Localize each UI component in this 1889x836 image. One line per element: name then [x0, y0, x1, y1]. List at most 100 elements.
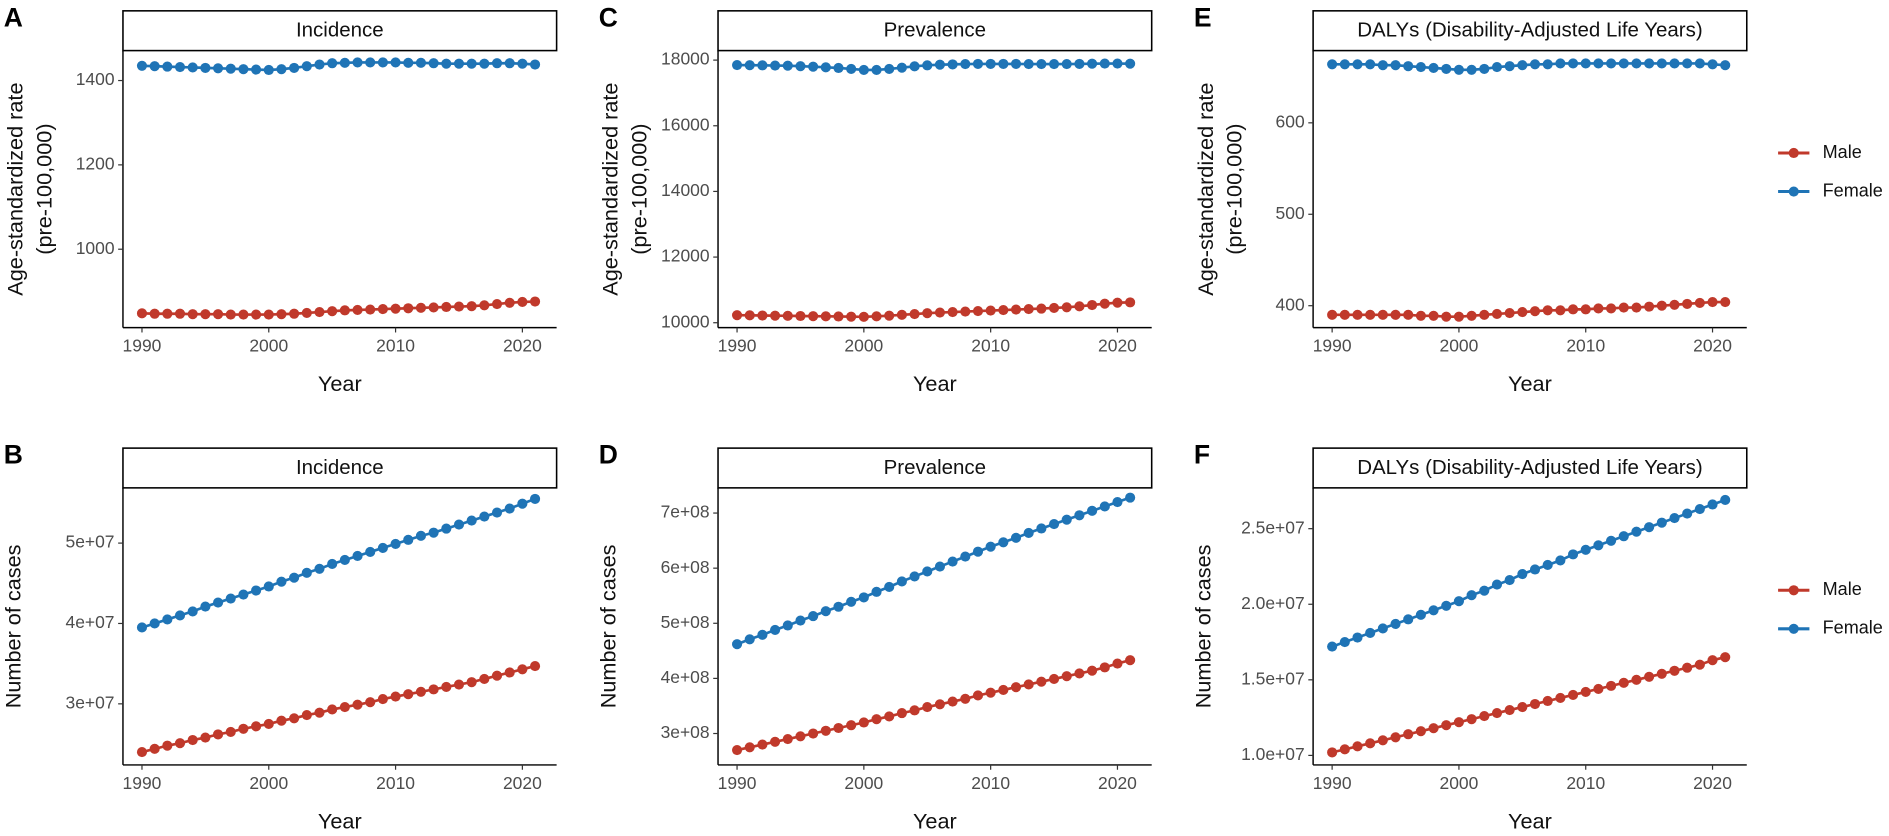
data-point [1352, 741, 1363, 752]
data-point [1491, 61, 1503, 73]
data-point [1694, 659, 1705, 670]
data-point [922, 566, 933, 577]
strip-title: DALYs (Disability-Adjusted Life Years) [1357, 19, 1702, 42]
data-point [1377, 623, 1388, 634]
data-point [174, 308, 186, 319]
data-point [339, 305, 350, 316]
data-point [1669, 58, 1680, 69]
data-point [1365, 59, 1376, 70]
data-point [365, 57, 376, 68]
data-point [858, 592, 869, 603]
x-tick-label: 1990 [718, 773, 757, 793]
data-point [744, 60, 755, 71]
data-point [1529, 698, 1541, 710]
data-point [1504, 307, 1515, 319]
data-point [1580, 58, 1591, 69]
x-tick-label: 2020 [1098, 336, 1137, 356]
data-point [1023, 304, 1034, 315]
data-point [1048, 673, 1060, 685]
data-point [896, 708, 907, 719]
data-point [339, 554, 350, 566]
data-point [479, 673, 490, 684]
data-point [225, 63, 236, 74]
data-point [1479, 309, 1490, 320]
x-tick-label: 2010 [376, 773, 415, 793]
x-tick-label: 1990 [123, 336, 162, 356]
data-point [1580, 304, 1591, 315]
data-point [1036, 303, 1047, 314]
x-tick-label: 2010 [971, 336, 1010, 356]
data-point [174, 738, 186, 749]
data-point [529, 59, 541, 70]
data-point [136, 747, 148, 758]
data-point [1048, 302, 1060, 314]
x-tick-label: 2010 [1566, 773, 1605, 793]
data-point [1555, 555, 1566, 566]
data-point [1061, 58, 1072, 70]
data-point [1327, 309, 1338, 320]
data-point [1112, 297, 1123, 308]
data-point [149, 308, 160, 319]
data-point [1669, 513, 1680, 524]
data-point [1112, 496, 1123, 508]
data-point [1377, 60, 1388, 71]
data-point [162, 61, 173, 72]
data-point [871, 586, 882, 597]
data-point [1529, 306, 1541, 317]
data-point [1479, 711, 1490, 722]
data-point [162, 740, 173, 751]
data-point [795, 731, 806, 742]
data-point [1517, 307, 1528, 318]
data-point [1631, 526, 1642, 537]
legend-dot [1788, 585, 1799, 596]
y-tick-label: 500 [1276, 203, 1305, 223]
data-point [896, 309, 907, 320]
data-point [238, 309, 249, 320]
data-point [1023, 58, 1034, 70]
data-point [1694, 58, 1705, 69]
data-point [1567, 689, 1579, 701]
data-point [1631, 58, 1642, 69]
data-point [517, 498, 528, 509]
data-point [1707, 296, 1718, 308]
data-point [731, 744, 743, 756]
data-point [377, 693, 388, 705]
x-tick-label: 2010 [376, 336, 415, 356]
data-point [1010, 682, 1022, 693]
data-point [1339, 744, 1350, 755]
data-point [276, 715, 287, 726]
data-point [1087, 505, 1098, 516]
data-point [327, 704, 338, 715]
data-point [1656, 58, 1667, 69]
data-point [1631, 302, 1642, 313]
data-point [858, 717, 869, 728]
y-tick-label: 5e+08 [661, 612, 710, 632]
y-tick-label: 1.5e+07 [1241, 668, 1305, 688]
data-point [225, 726, 236, 738]
data-point [1010, 304, 1022, 315]
data-point [1542, 305, 1553, 316]
data-point [200, 62, 211, 73]
data-point [327, 558, 338, 570]
data-point [909, 571, 920, 582]
data-point [1504, 575, 1515, 586]
data-point [884, 63, 895, 75]
data-point [1606, 535, 1617, 546]
data-point [529, 296, 541, 307]
data-point [972, 306, 984, 317]
data-point [200, 601, 211, 612]
data-point [390, 538, 401, 549]
data-point [1453, 64, 1464, 75]
data-point [1403, 61, 1414, 72]
data-point [238, 64, 249, 75]
data-point [1618, 531, 1629, 542]
data-point [1491, 708, 1503, 719]
x-tick-label: 2000 [1440, 336, 1479, 356]
x-tick-label: 1990 [1313, 773, 1352, 793]
data-point [782, 310, 793, 321]
data-point [985, 541, 996, 552]
data-point [896, 62, 907, 73]
data-point [972, 58, 984, 69]
data-point [1441, 63, 1452, 74]
data-point [1656, 668, 1667, 679]
